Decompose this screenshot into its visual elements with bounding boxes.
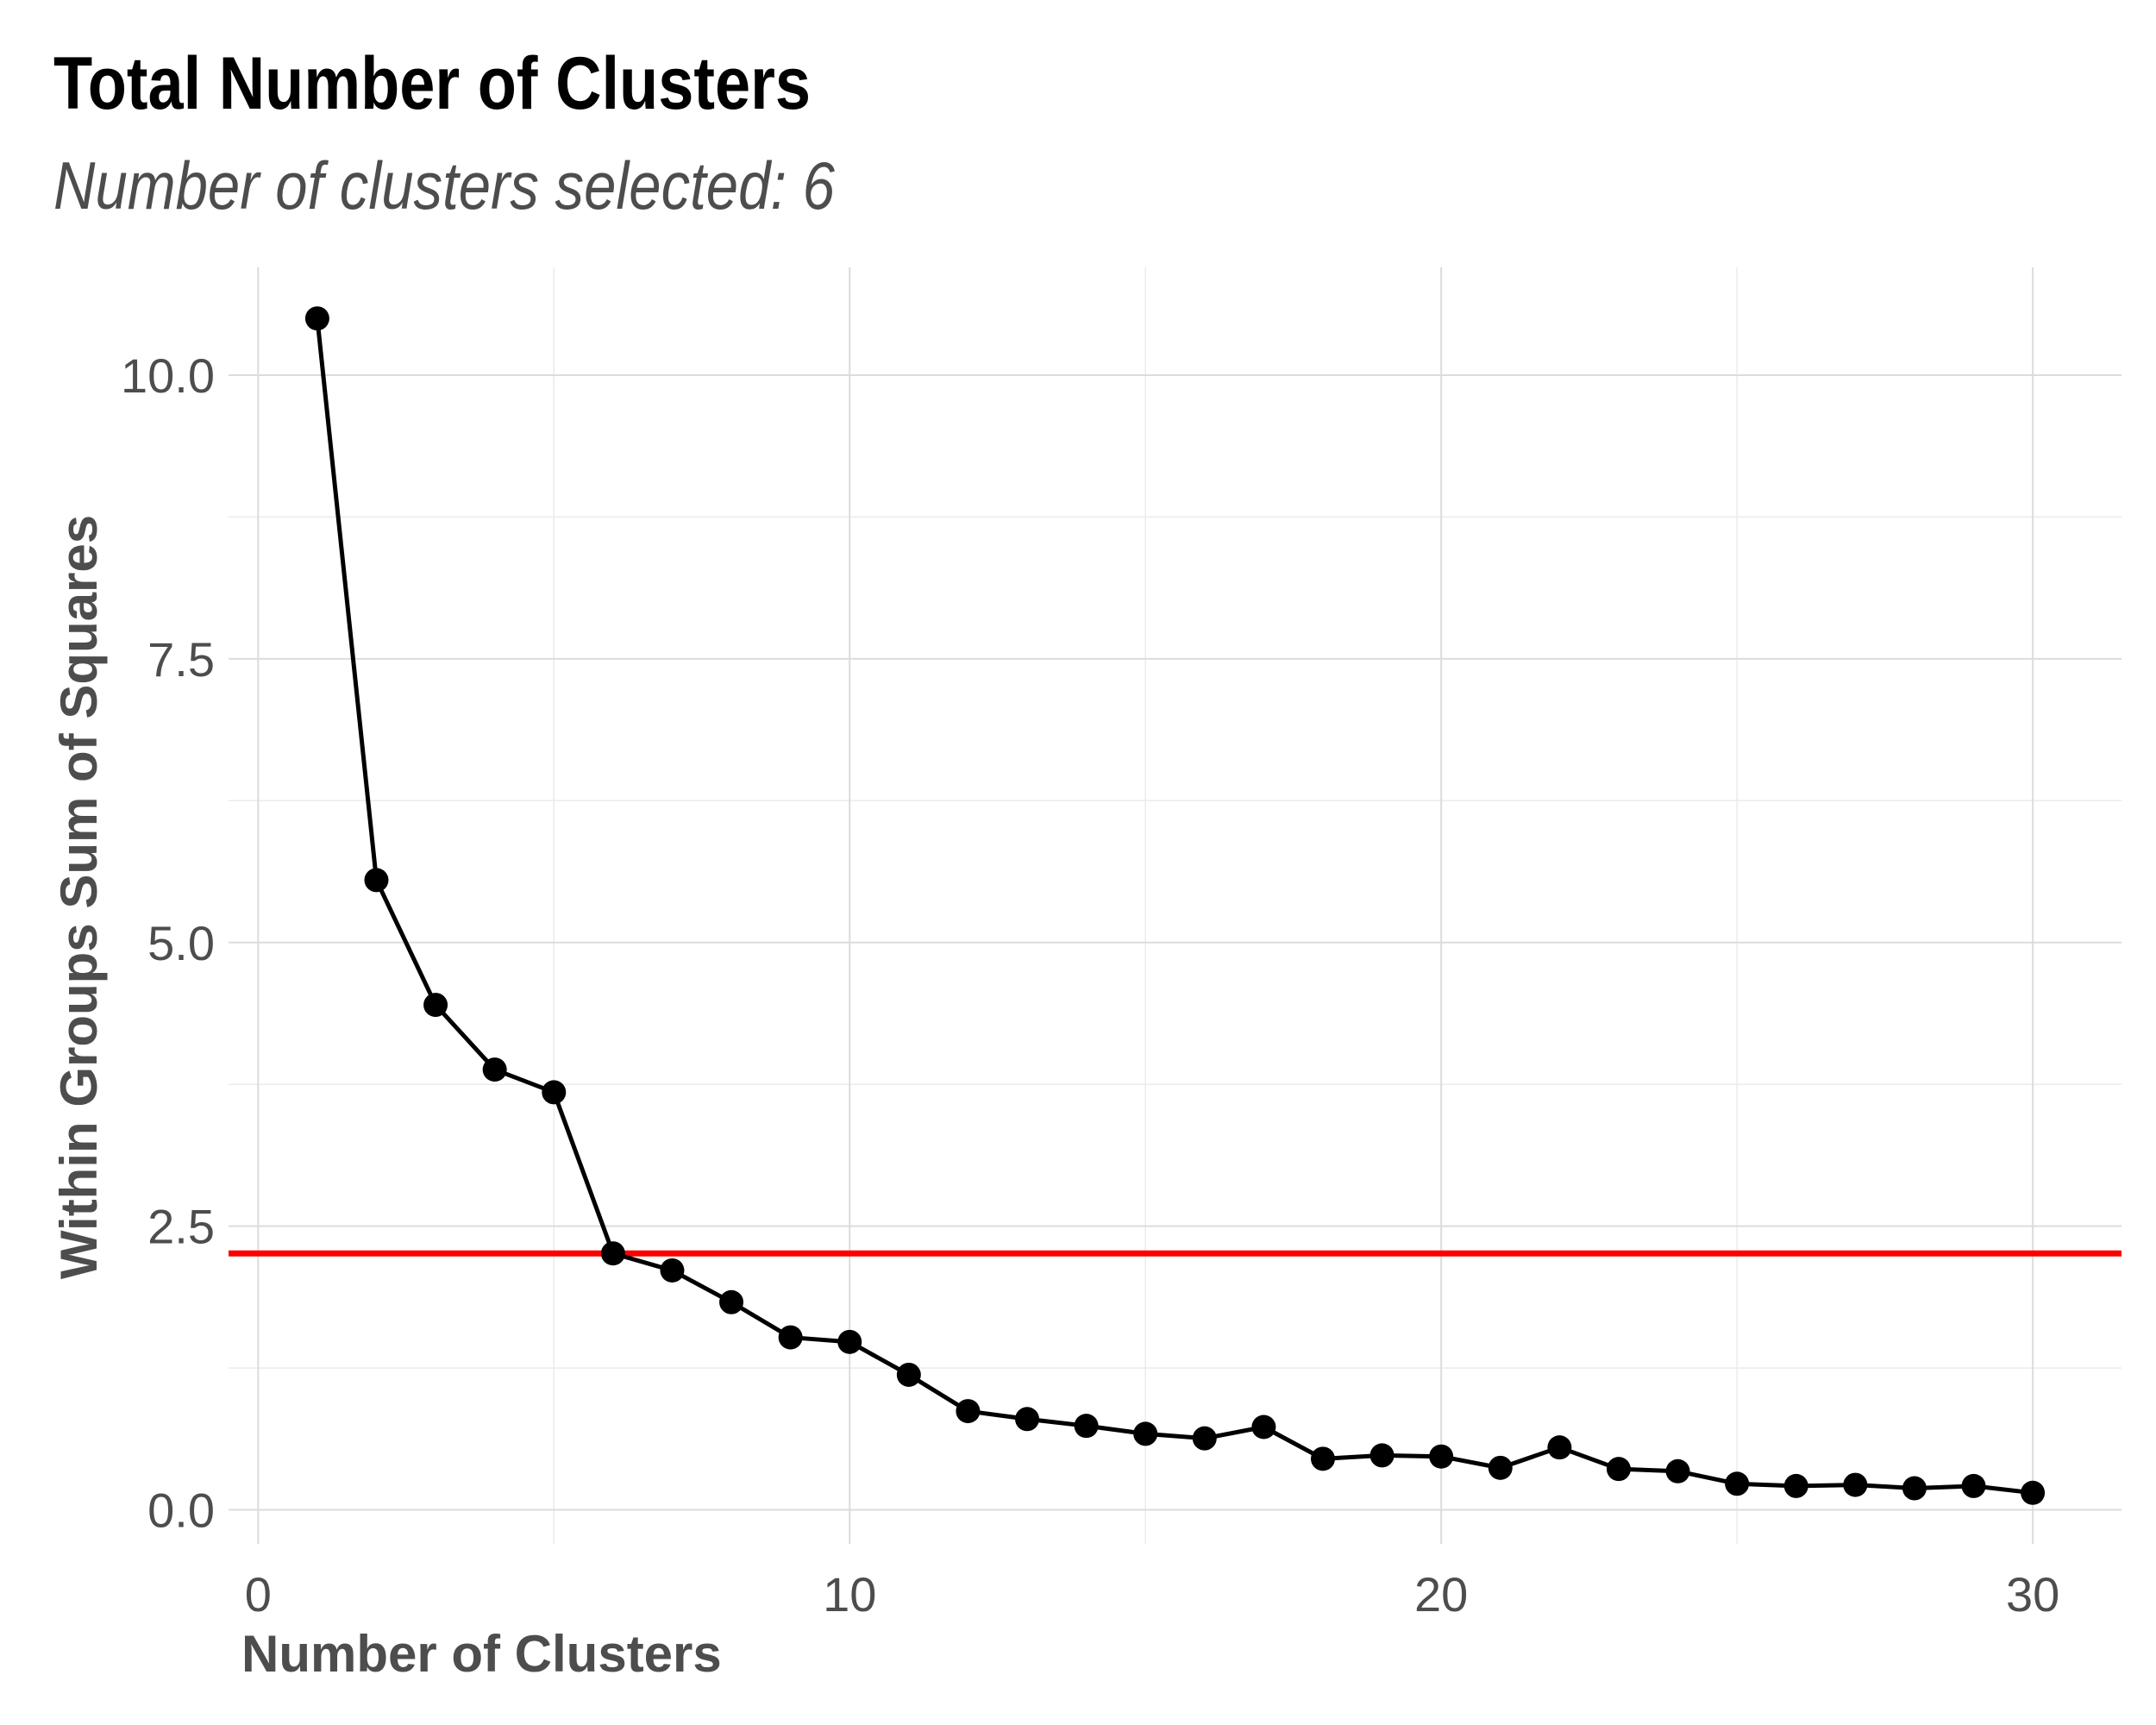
y-axis-title: Within Groups Sum of Squares [50,515,108,1279]
data-point [1251,1414,1276,1440]
data-point [304,306,329,331]
data-point [778,1325,803,1350]
data-point [1133,1421,1158,1446]
x-tick-label: 20 [1414,1567,1468,1622]
grid-major [229,267,2122,1544]
x-tick-label: 0 [245,1567,272,1622]
data-point [660,1258,685,1283]
y-tick-label: 10.0 [121,348,215,403]
data-point [1310,1446,1335,1471]
y-tick-label: 7.5 [147,632,215,687]
y-tick-label: 5.0 [147,916,215,970]
data-point [1902,1476,1927,1501]
x-axis-ticks: 0 10 20 30 [245,1567,2060,1622]
data-point [1015,1407,1040,1432]
data-point [837,1329,862,1354]
data-point [1547,1435,1572,1460]
data-point [719,1289,744,1314]
data-point [896,1362,921,1387]
series-line-layer [315,317,2034,1496]
x-tick-label: 10 [823,1567,876,1622]
chart-title: Total Number of Clusters [53,42,812,125]
y-tick-label: 2.5 [147,1200,215,1254]
data-point [1783,1473,1808,1498]
data-point [1369,1443,1395,1468]
data-point [1843,1472,1868,1497]
y-tick-label: 0.0 [147,1484,215,1538]
y-axis-ticks: 0.0 2.5 5.0 7.5 10.0 [121,348,215,1538]
data-point [482,1057,507,1082]
data-point [1961,1473,1986,1498]
data-point [600,1241,625,1266]
data-point [1488,1455,1513,1480]
data-point [364,868,389,893]
grid-minor [229,267,2122,1544]
data-point [423,993,448,1018]
x-axis-title: Number of Clusters [241,1625,722,1683]
series-line [315,317,2034,1496]
data-point [1665,1458,1690,1484]
x-tick-label: 30 [2006,1567,2059,1622]
data-point [1725,1471,1750,1496]
chart-subtitle: Number of clusters selected: 6 [53,147,835,223]
data-point [2021,1480,2046,1505]
data-point [1429,1444,1454,1469]
data-point [542,1080,567,1105]
data-point [1074,1414,1099,1439]
data-point [956,1399,981,1424]
data-point [1192,1426,1217,1451]
data-point [1606,1457,1631,1482]
series-points-layer [304,306,2046,1505]
